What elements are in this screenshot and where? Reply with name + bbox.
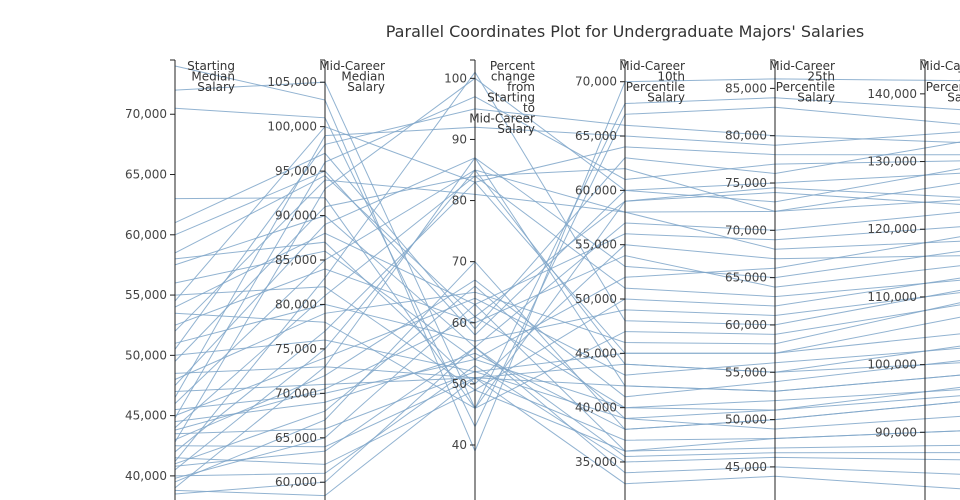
tick-label: 70,000: [275, 386, 317, 400]
tick-label: 75,000: [725, 176, 767, 190]
axis-2: 40 50 60 70 80 90 100 PercentchangefromStarting…: [444, 59, 535, 500]
tick-label: 65,000: [575, 129, 617, 143]
axis-title-line: Mid-Career: [319, 59, 385, 73]
tick-label: 45,000: [575, 346, 617, 360]
axis-title-line: to: [523, 101, 535, 115]
axis-title-line: 10th: [657, 70, 685, 84]
tick-label: 50,000: [575, 292, 617, 306]
data-line-28: [174, 389, 960, 465]
tick-label: 100: [444, 71, 467, 85]
tick-label: 60,000: [125, 228, 167, 242]
tick-label: 110,000: [867, 290, 917, 304]
axis-title-line: from: [507, 80, 535, 94]
tick-label: 70,000: [725, 223, 767, 237]
axis-title-line: Percent: [490, 59, 535, 73]
tick-label: 70,000: [575, 75, 617, 89]
tick-label: 65,000: [125, 168, 167, 182]
tick-label: 50,000: [125, 348, 167, 362]
chart-title: Parallel Coordinates Plot for Undergradu…: [385, 22, 865, 41]
axis-title-line: Salary: [197, 80, 235, 94]
tick-label: 40: [452, 438, 467, 452]
axis-title-line: Salary: [647, 91, 685, 105]
data-line-2: [174, 106, 960, 428]
tick-label: 55,000: [575, 238, 617, 252]
tick-label: 45,000: [125, 409, 167, 423]
tick-label: 80,000: [725, 129, 767, 143]
tick-label: 60,000: [275, 475, 317, 489]
tick-label: 40,000: [575, 401, 617, 415]
axis-3: 35,000 40,000 45,000 50,000 55,000 60,000 65,0…: [575, 59, 685, 500]
axis-title-line: Starting: [487, 91, 535, 105]
axis-4: 45,000 50,000 55,000 60,000 65,000 70,000 75,0…: [725, 59, 835, 500]
axis-title-line: Percentile: [776, 80, 835, 94]
axes-layer: 40,000 45,000 50,000 55,000 60,000 65,000 70,0…: [125, 59, 960, 500]
tick-label: 50,000: [725, 413, 767, 427]
tick-label: 85,000: [725, 81, 767, 95]
axis-title-line: Salary: [497, 122, 535, 136]
axis-title-line: Mid-Career: [619, 59, 685, 73]
tick-label: 40,000: [125, 469, 167, 483]
tick-label: 120,000: [867, 222, 917, 236]
axis-title-line: Percentile: [626, 80, 685, 94]
tick-label: 70: [452, 255, 467, 269]
tick-label: 100,000: [867, 358, 917, 372]
axis-title-line: Median: [341, 70, 385, 84]
axis-title-line: 25th: [807, 70, 835, 84]
data-line-32: [174, 260, 960, 483]
tick-label: 60,000: [575, 183, 617, 197]
tick-label: 50: [452, 377, 467, 391]
tick-label: 130,000: [867, 155, 917, 169]
tick-label: 55,000: [125, 288, 167, 302]
axis-title-line: 75th: [957, 70, 960, 84]
tick-label: 90,000: [875, 425, 917, 439]
tick-label: 80,000: [275, 297, 317, 311]
tick-label: 100,000: [267, 120, 317, 134]
tick-label: 80: [452, 194, 467, 208]
tick-label: 45,000: [725, 460, 767, 474]
tick-label: 140,000: [867, 87, 917, 101]
tick-label: 55,000: [725, 365, 767, 379]
axis-title-line: Percentile: [926, 80, 960, 94]
axis-title-line: Salary: [947, 91, 960, 105]
tick-label: 70,000: [125, 107, 167, 121]
axis-title-line: Mid-Career: [469, 112, 535, 126]
tick-label: 95,000: [275, 164, 317, 178]
tick-label: 60: [452, 316, 467, 330]
axis-5: 90,000 100,000 110,000 120,000 130,000 140,00…: [867, 59, 960, 500]
tick-label: 90: [452, 132, 467, 146]
tick-label: 65,000: [725, 271, 767, 285]
tick-label: 60,000: [725, 318, 767, 332]
axis-title-line: change: [491, 70, 535, 84]
axis-title-line: Mid-Career: [919, 59, 960, 73]
axis-title-line: Mid-Career: [769, 59, 835, 73]
axis-title-line: Starting: [187, 59, 235, 73]
data-line-31: [174, 364, 960, 477]
axis-title-line: Median: [191, 70, 235, 84]
tick-label: 90,000: [275, 209, 317, 223]
tick-label: 35,000: [575, 455, 617, 469]
tick-label: 75,000: [275, 342, 317, 356]
axis-1: 60,000 65,000 70,000 75,000 80,000 85,000 90,0…: [267, 59, 385, 500]
axis-title-line: Salary: [347, 80, 385, 94]
tick-label: 65,000: [275, 431, 317, 445]
tick-label: 85,000: [275, 253, 317, 267]
axis-title-line: Salary: [797, 91, 835, 105]
tick-label: 105,000: [267, 75, 317, 89]
axis-0: 40,000 45,000 50,000 55,000 60,000 65,000 70,0…: [125, 59, 235, 500]
